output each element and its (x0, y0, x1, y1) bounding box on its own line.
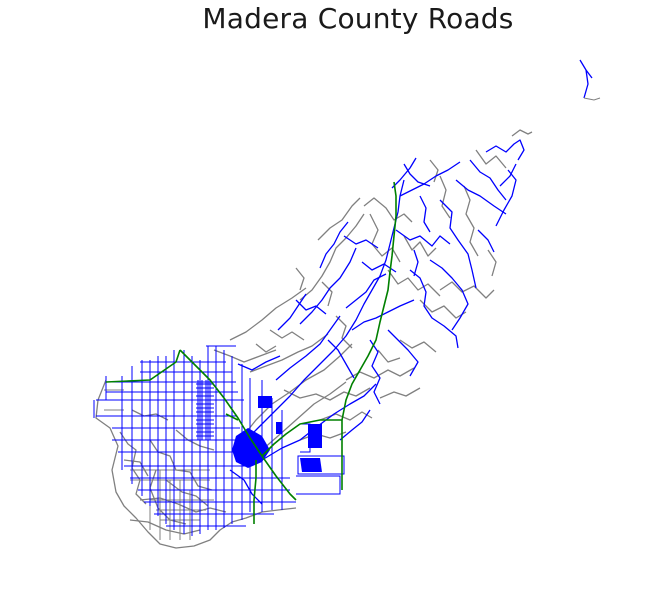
map-title: Madera County Roads (202, 2, 514, 35)
primary-roads (229, 59, 593, 505)
town-clusters (232, 396, 322, 472)
primary-grid (93, 345, 345, 536)
highways (105, 181, 397, 524)
northeast-roads (583, 97, 601, 101)
local-roads (95, 129, 533, 549)
